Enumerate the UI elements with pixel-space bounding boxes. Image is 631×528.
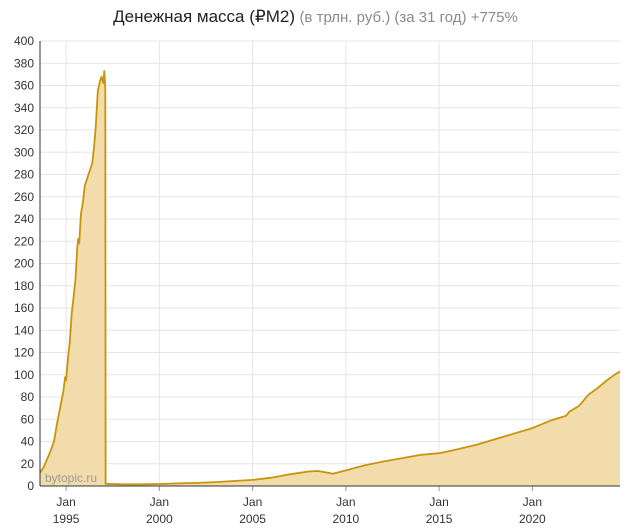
x-tick-label-year: 2005 bbox=[239, 512, 266, 526]
x-tick-label-month: Jan bbox=[336, 495, 355, 509]
x-tick-label-year: 1995 bbox=[53, 512, 80, 526]
series-area-fill bbox=[40, 71, 620, 486]
y-tick-label: 80 bbox=[21, 390, 35, 404]
y-tick-label: 140 bbox=[14, 323, 34, 337]
y-tick-label: 200 bbox=[14, 257, 34, 271]
y-tick-label: 380 bbox=[14, 56, 34, 70]
y-tick-label: 260 bbox=[14, 190, 34, 204]
x-tick-label-year: 2020 bbox=[519, 512, 546, 526]
x-tick-label-month: Jan bbox=[243, 495, 262, 509]
x-tick-label-month: Jan bbox=[56, 495, 75, 509]
y-tick-label: 240 bbox=[14, 212, 34, 226]
series-line bbox=[39, 70, 621, 486]
y-tick-label: 340 bbox=[14, 101, 34, 115]
y-tick-label: 160 bbox=[14, 301, 34, 315]
y-tick-label: 220 bbox=[14, 234, 34, 248]
y-tick-label: 20 bbox=[21, 457, 35, 471]
x-tick-label-year: 2000 bbox=[146, 512, 173, 526]
watermark: bytopic.ru bbox=[45, 471, 97, 485]
x-tick-label-year: 2010 bbox=[333, 512, 360, 526]
y-tick-label: 360 bbox=[14, 79, 34, 93]
x-tick-label-year: 2015 bbox=[426, 512, 453, 526]
y-tick-label: 60 bbox=[21, 412, 35, 426]
grid-lines bbox=[40, 40, 620, 486]
chart-title-row: Денежная масса (₽M2) (в трлн. руб.) (за … bbox=[0, 7, 631, 27]
y-tick-label: 320 bbox=[14, 123, 34, 137]
x-tick-label-month: Jan bbox=[150, 495, 169, 509]
data-area-layer bbox=[39, 70, 621, 486]
y-tick-label: 0 bbox=[27, 479, 34, 493]
y-tick-label: 40 bbox=[21, 435, 35, 449]
x-tick-label-month: Jan bbox=[523, 495, 542, 509]
y-tick-label: 100 bbox=[14, 368, 34, 382]
y-tick-label: 180 bbox=[14, 279, 34, 293]
y-tick-label: 280 bbox=[14, 168, 34, 182]
y-tick-label: 120 bbox=[14, 346, 34, 360]
x-tick-label-month: Jan bbox=[429, 495, 448, 509]
y-tick-label: 400 bbox=[14, 34, 34, 48]
chart-title: Денежная масса (₽M2) bbox=[113, 7, 295, 26]
axes: 0 20 40 60 80 100 120 140 160 180 200 220 240 260 280 3… bbox=[14, 34, 620, 526]
chart-subtitle: (в трлн. руб.) (за 31 год) +775% bbox=[299, 9, 518, 26]
y-tick-label: 300 bbox=[14, 145, 34, 159]
